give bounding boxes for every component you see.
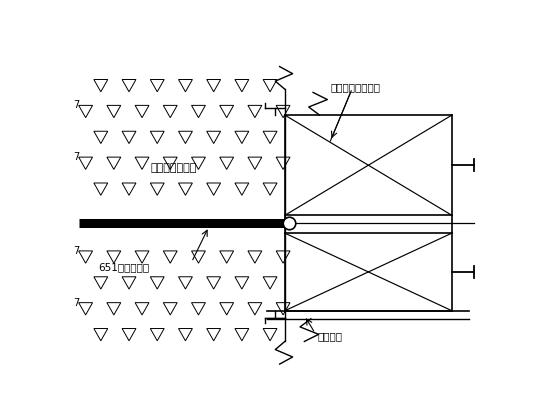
- Text: 先期浇筑混凝土: 先期浇筑混凝土: [151, 163, 197, 173]
- Text: 夹具固定于模板上: 夹具固定于模板上: [330, 83, 380, 92]
- Text: 7: 7: [73, 298, 80, 308]
- Text: 7: 7: [73, 152, 80, 162]
- Text: 7: 7: [73, 100, 80, 110]
- Text: 7: 7: [73, 246, 80, 256]
- Text: 指头模板: 指头模板: [318, 332, 342, 341]
- Text: 651橡胶止水带: 651橡胶止水带: [98, 262, 150, 272]
